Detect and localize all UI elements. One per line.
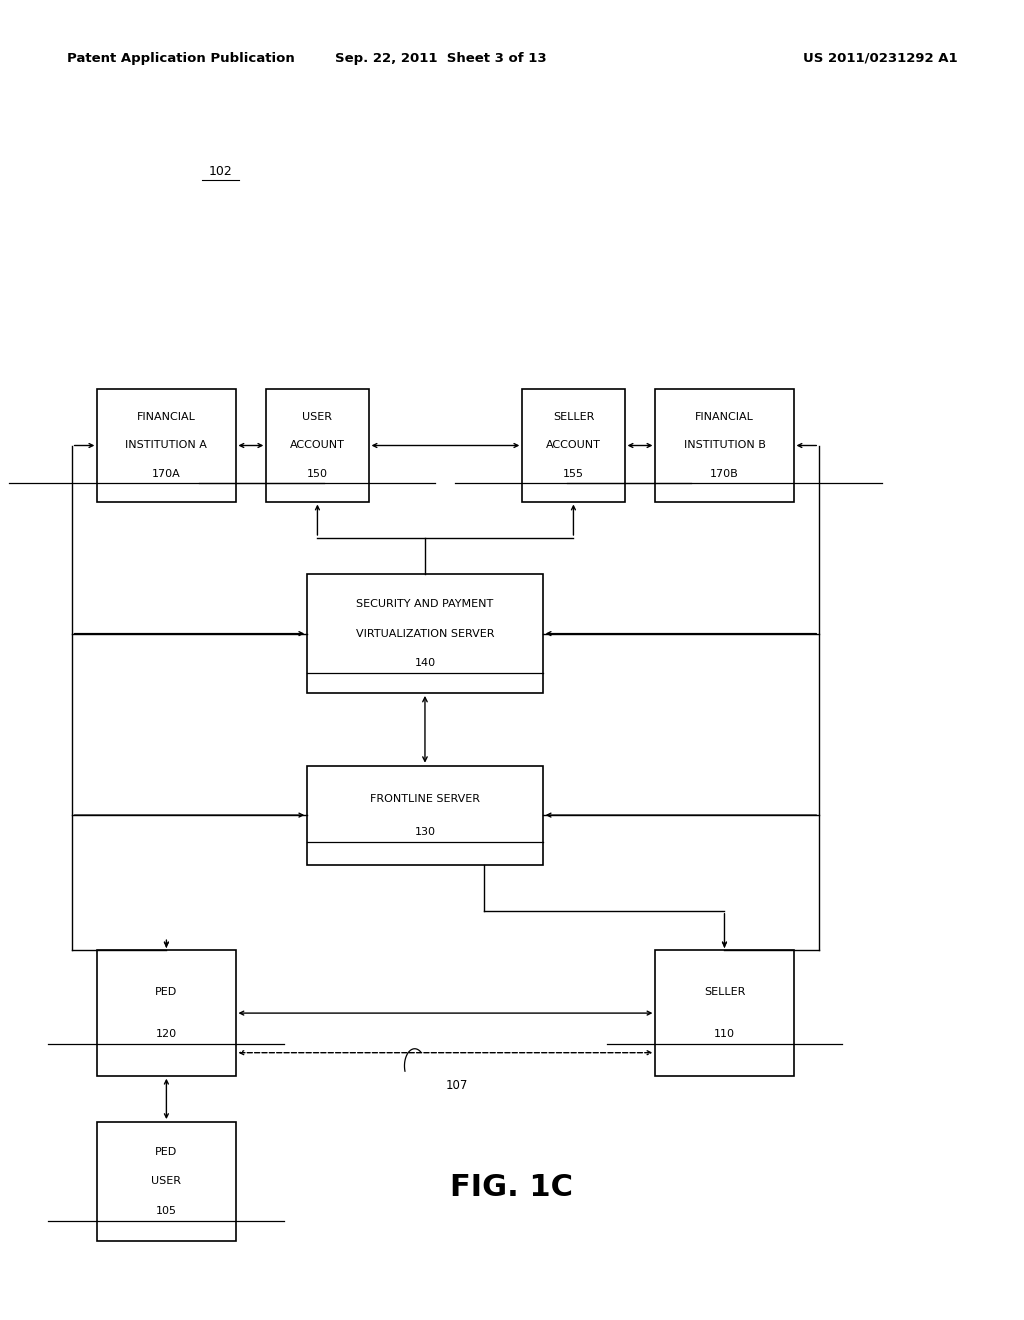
Bar <box>266 389 369 502</box>
Text: FRONTLINE SERVER: FRONTLINE SERVER <box>370 793 480 804</box>
Text: PED: PED <box>156 1147 177 1156</box>
Text: USER: USER <box>152 1176 181 1187</box>
Bar <box>97 1122 236 1241</box>
Text: 150: 150 <box>307 469 328 479</box>
Text: 105: 105 <box>156 1206 177 1216</box>
Text: Patent Application Publication: Patent Application Publication <box>67 51 294 65</box>
Text: 170B: 170B <box>710 469 739 479</box>
Text: VIRTUALIZATION SERVER: VIRTUALIZATION SERVER <box>355 628 495 639</box>
Text: 107: 107 <box>445 1080 468 1092</box>
Text: 130: 130 <box>415 826 435 837</box>
Text: INSTITUTION B: INSTITUTION B <box>684 441 765 450</box>
Text: FINANCIAL: FINANCIAL <box>695 412 754 422</box>
Text: SELLER: SELLER <box>703 987 745 997</box>
Text: SELLER: SELLER <box>553 412 594 422</box>
Text: PED: PED <box>156 987 177 997</box>
Bar <box>307 574 543 693</box>
Bar <box>97 389 236 502</box>
Bar <box>307 766 543 865</box>
Text: 170A: 170A <box>152 469 181 479</box>
Bar <box>655 950 794 1076</box>
Text: USER: USER <box>302 412 333 422</box>
Text: INSTITUTION A: INSTITUTION A <box>126 441 207 450</box>
Bar <box>655 389 794 502</box>
Text: 102: 102 <box>208 165 232 178</box>
Bar <box>522 389 625 502</box>
Bar <box>97 950 236 1076</box>
Text: SECURITY AND PAYMENT: SECURITY AND PAYMENT <box>356 599 494 609</box>
Text: Sep. 22, 2011  Sheet 3 of 13: Sep. 22, 2011 Sheet 3 of 13 <box>335 51 546 65</box>
Text: 155: 155 <box>563 469 584 479</box>
Text: 140: 140 <box>415 659 435 668</box>
Text: 120: 120 <box>156 1030 177 1039</box>
Text: US 2011/0231292 A1: US 2011/0231292 A1 <box>803 51 958 65</box>
Text: FINANCIAL: FINANCIAL <box>137 412 196 422</box>
Text: 110: 110 <box>714 1030 735 1039</box>
Text: FIG. 1C: FIG. 1C <box>451 1173 573 1203</box>
Text: ACCOUNT: ACCOUNT <box>290 441 345 450</box>
Text: ACCOUNT: ACCOUNT <box>546 441 601 450</box>
